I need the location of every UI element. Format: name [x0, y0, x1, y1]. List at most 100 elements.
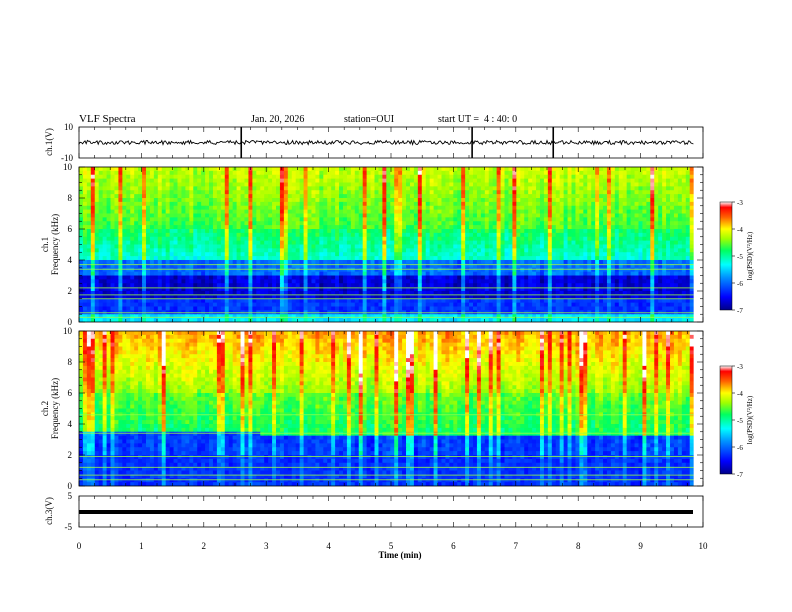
- spectrogram-cell: [508, 178, 513, 184]
- spectrogram-cell: [473, 205, 478, 211]
- spectrogram-cell: [603, 260, 608, 265]
- spectrogram-cell: [421, 170, 427, 176]
- spectrogram-cell: [457, 225, 462, 230]
- spectrogram-cell: [473, 260, 478, 265]
- spectrogram-cell: [311, 225, 316, 230]
- spectrogram-cell: [543, 209, 549, 215]
- spectrogram-cell: [603, 205, 608, 211]
- spectrogram-cell: [177, 186, 183, 191]
- spectrogram-cell: [189, 252, 194, 257]
- spectrogram-cell: [197, 201, 202, 207]
- spectrogram-cell: [555, 271, 561, 277]
- spectrogram-cell: [551, 232, 557, 238]
- spectrogram-cell: [429, 260, 435, 265]
- spectrogram-cell: [603, 201, 608, 207]
- spectrogram-cell: [138, 221, 143, 226]
- spectrogram-cell: [134, 225, 139, 230]
- spectrogram-cell: [638, 256, 644, 261]
- spectrogram-cell: [622, 271, 628, 277]
- spectrogram-cell: [315, 182, 320, 187]
- spectrogram-cell: [126, 244, 131, 249]
- spectrogram-cell: [413, 248, 419, 253]
- spectrogram-cell: [240, 170, 246, 176]
- spectrogram-cell: [449, 244, 454, 249]
- spectrogram-cell: [681, 283, 687, 288]
- spectrogram-cell: [287, 232, 293, 238]
- spectrogram-cell: [386, 248, 391, 253]
- spectrogram-cell: [398, 213, 403, 218]
- spectrogram-cell: [134, 209, 139, 215]
- spectrogram-cell: [469, 236, 474, 242]
- spectrogram-cell: [457, 263, 462, 269]
- spectrogram-cell: [547, 267, 553, 273]
- spectrogram-cell: [658, 205, 663, 211]
- spectrogram-cell: [591, 232, 596, 238]
- spectrogram-cell: [378, 198, 383, 203]
- spectrogram-cell: [551, 205, 557, 211]
- spectrogram-cell: [90, 287, 96, 292]
- spectrogram-cell: [197, 213, 202, 218]
- spectrogram-cell: [362, 205, 368, 211]
- spectrogram-cell: [138, 260, 143, 265]
- spectrogram-cell: [319, 178, 324, 184]
- spectrogram-cell: [532, 167, 537, 172]
- spectrogram-cell: [295, 256, 301, 261]
- spectrogram-cell: [504, 248, 510, 253]
- spectrogram-cell: [662, 279, 667, 284]
- spectrogram-cell: [618, 283, 624, 288]
- spectrogram-cell: [102, 174, 108, 180]
- spectrogram-cell: [153, 174, 159, 180]
- spectrogram-cell: [366, 205, 372, 211]
- spectrogram-cell: [205, 217, 210, 222]
- spectrogram-cell: [331, 263, 336, 269]
- spectrogram-cell: [500, 186, 506, 191]
- spectrogram-cell: [662, 236, 667, 242]
- spectrogram-cell: [228, 201, 234, 207]
- spectrogram-cell: [595, 170, 600, 176]
- spectrogram-cell: [153, 256, 159, 261]
- spectrogram-cell: [492, 182, 498, 187]
- spectrogram-cell: [268, 170, 273, 176]
- spectrogram-cell: [212, 263, 218, 269]
- spectrogram-cell: [606, 267, 612, 273]
- spectrogram-cell: [291, 198, 297, 203]
- spectrogram-cell: [421, 236, 427, 242]
- spectrogram-cell: [279, 256, 285, 261]
- spectrogram-cell: [370, 244, 376, 249]
- spectrogram-cell: [421, 201, 427, 207]
- spectrogram-cell: [587, 248, 592, 253]
- spectrogram-cell: [189, 201, 194, 207]
- spectrogram-cell: [504, 263, 510, 269]
- spectrogram-cell: [157, 178, 163, 184]
- spectrogram-cell: [201, 248, 206, 253]
- spectrogram-cell: [658, 213, 663, 218]
- spectrogram-cell: [299, 217, 305, 222]
- spectrogram-cell: [118, 198, 123, 203]
- spectrogram-cell: [189, 256, 194, 261]
- spectrogram-cell: [555, 205, 561, 211]
- spectrogram-cell: [638, 186, 644, 191]
- spectrogram-cell: [378, 182, 383, 187]
- spectrogram-cell: [295, 236, 301, 242]
- spectrogram-cell: [614, 287, 620, 292]
- spectrogram-cell: [457, 275, 462, 280]
- spectrogram-cell: [453, 279, 458, 284]
- spectrogram-cell: [228, 236, 234, 242]
- spectrogram-cell: [189, 263, 194, 269]
- spectrogram-cell: [315, 232, 320, 238]
- spectrogram-cell: [685, 170, 691, 176]
- spectrogram-cell: [157, 248, 163, 253]
- spectrogram-cell: [331, 232, 336, 238]
- spectrogram-cell: [689, 240, 695, 246]
- spectrogram-cell: [547, 244, 553, 249]
- spectrogram-cell: [342, 186, 348, 191]
- spectrogram-cell: [228, 283, 234, 288]
- spectrogram-cell: [126, 248, 131, 253]
- spectrogram-cell: [228, 205, 234, 211]
- spectrogram-cell: [473, 198, 478, 203]
- spectrogram-cell: [670, 174, 675, 180]
- spectrogram-cell: [299, 287, 305, 292]
- spectrogram-cell: [390, 287, 395, 292]
- spectrogram-cell: [622, 267, 628, 273]
- spectrogram-cell: [307, 174, 313, 180]
